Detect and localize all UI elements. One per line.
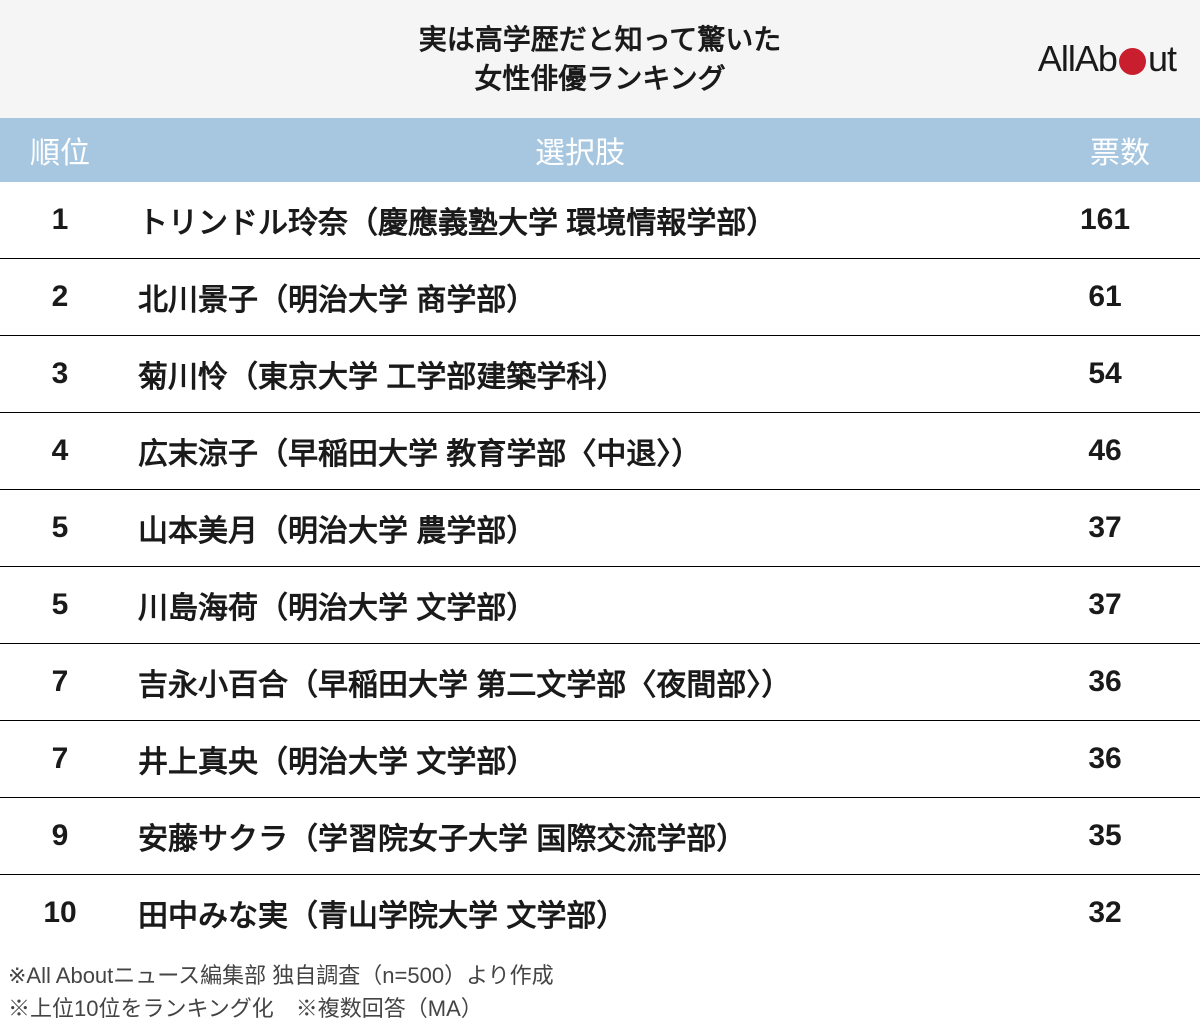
cell-rank: 5 [0,490,120,567]
cell-rank: 9 [0,798,120,875]
table-row: 5川島海荷（明治大学 文学部）37 [0,567,1200,644]
table-row: 7井上真央（明治大学 文学部）36 [0,721,1200,798]
cell-rank: 5 [0,567,120,644]
cell-rank: 3 [0,336,120,413]
title-section: 実は高学歴だと知って驚いた 女性俳優ランキング AllAbut [0,0,1200,118]
cell-votes: 36 [1040,644,1200,721]
cell-option: 広末涼子（早稲田大学 教育学部〈中退〉） [120,413,1040,490]
col-header-rank: 順位 [0,118,120,182]
cell-votes: 35 [1040,798,1200,875]
table-row: 4広末涼子（早稲田大学 教育学部〈中退〉）46 [0,413,1200,490]
cell-rank: 7 [0,721,120,798]
cell-option: 菊川怜（東京大学 工学部建築学科） [120,336,1040,413]
footnotes: ※All Aboutニュース編集部 独自調査（n=500）より作成 ※上位10位… [0,951,1200,1025]
footnote-line-2: ※上位10位をランキング化 ※複数回答（MA） [8,992,1192,1025]
cell-votes: 54 [1040,336,1200,413]
logo-text-3: ut [1148,38,1176,80]
footnote-line-1: ※All Aboutニュース編集部 独自調査（n=500）より作成 [8,959,1192,992]
logo-text-1: All [1038,38,1075,80]
cell-rank: 2 [0,259,120,336]
cell-rank: 4 [0,413,120,490]
title-block: 実は高学歴だと知って驚いた 女性俳優ランキング [419,20,782,98]
table-row: 2北川景子（明治大学 商学部）61 [0,259,1200,336]
table-row: 1トリンドル玲奈（慶應義塾大学 環境情報学部）161 [0,182,1200,259]
cell-option: 井上真央（明治大学 文学部） [120,721,1040,798]
cell-votes: 61 [1040,259,1200,336]
table-row: 5山本美月（明治大学 農学部）37 [0,490,1200,567]
cell-votes: 36 [1040,721,1200,798]
ranking-infographic: 実は高学歴だと知って驚いた 女性俳優ランキング AllAbut 順位 選択肢 票… [0,0,1200,1025]
cell-rank: 7 [0,644,120,721]
cell-votes: 37 [1040,567,1200,644]
table-row: 10田中みな実（青山学院大学 文学部）32 [0,875,1200,952]
title-line-2: 女性俳優ランキング [419,59,782,98]
logo-red-circle-icon [1119,48,1146,75]
table-row: 9安藤サクラ（学習院女子大学 国際交流学部）35 [0,798,1200,875]
table-header-row: 順位 選択肢 票数 [0,118,1200,182]
cell-votes: 161 [1040,182,1200,259]
ranking-table: 順位 選択肢 票数 1トリンドル玲奈（慶應義塾大学 環境情報学部）161 2北川… [0,118,1200,951]
cell-votes: 46 [1040,413,1200,490]
cell-votes: 32 [1040,875,1200,952]
col-header-votes: 票数 [1040,118,1200,182]
title-line-1: 実は高学歴だと知って驚いた [419,20,782,59]
table-row: 7吉永小百合（早稲田大学 第二文学部〈夜間部〉）36 [0,644,1200,721]
cell-option: 安藤サクラ（学習院女子大学 国際交流学部） [120,798,1040,875]
cell-rank: 1 [0,182,120,259]
col-header-option: 選択肢 [120,118,1040,182]
cell-option: 吉永小百合（早稲田大学 第二文学部〈夜間部〉） [120,644,1040,721]
cell-rank: 10 [0,875,120,952]
cell-option: トリンドル玲奈（慶應義塾大学 環境情報学部） [120,182,1040,259]
cell-option: 北川景子（明治大学 商学部） [120,259,1040,336]
cell-option: 田中みな実（青山学院大学 文学部） [120,875,1040,952]
cell-option: 山本美月（明治大学 農学部） [120,490,1040,567]
table-row: 3菊川怜（東京大学 工学部建築学科）54 [0,336,1200,413]
logo-text-2: Ab [1075,38,1117,80]
allabout-logo: AllAbut [1038,38,1176,80]
cell-option: 川島海荷（明治大学 文学部） [120,567,1040,644]
cell-votes: 37 [1040,490,1200,567]
